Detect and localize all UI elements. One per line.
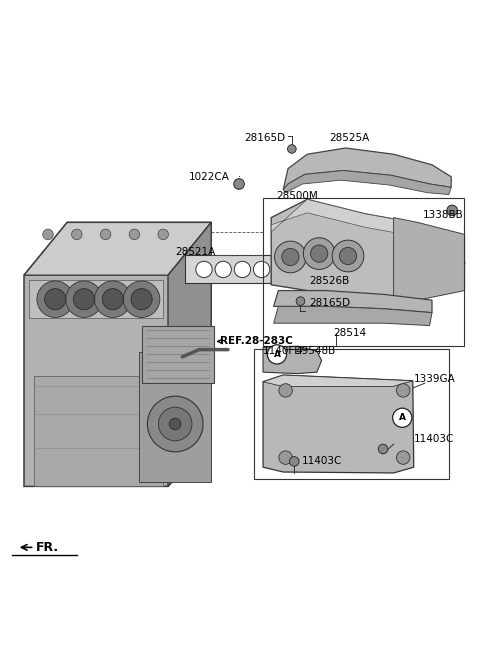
Text: 11403C: 11403C	[301, 457, 342, 466]
Text: FR.: FR.	[36, 541, 59, 554]
Bar	[263, 198, 464, 346]
Circle shape	[158, 229, 168, 239]
Circle shape	[282, 249, 299, 266]
Polygon shape	[24, 222, 211, 486]
Circle shape	[123, 281, 160, 318]
Circle shape	[447, 205, 457, 216]
Circle shape	[378, 444, 388, 454]
Circle shape	[339, 247, 357, 264]
Polygon shape	[34, 376, 163, 486]
Text: 1022CA: 1022CA	[189, 172, 229, 182]
Circle shape	[72, 229, 82, 239]
Text: 1140FD: 1140FD	[263, 346, 303, 356]
Polygon shape	[274, 306, 432, 325]
Circle shape	[275, 241, 306, 273]
Circle shape	[102, 289, 123, 310]
Text: 1338BB: 1338BB	[422, 210, 463, 220]
Polygon shape	[24, 222, 211, 276]
Circle shape	[129, 229, 140, 239]
Circle shape	[158, 407, 192, 441]
Circle shape	[234, 261, 251, 277]
Polygon shape	[271, 199, 465, 247]
Text: 28514: 28514	[334, 328, 367, 338]
Polygon shape	[271, 199, 465, 299]
Polygon shape	[263, 375, 414, 473]
Circle shape	[45, 289, 66, 310]
Polygon shape	[139, 352, 211, 482]
Circle shape	[279, 384, 292, 397]
Circle shape	[396, 451, 410, 464]
Circle shape	[37, 281, 73, 318]
Circle shape	[393, 408, 412, 427]
Circle shape	[131, 289, 152, 310]
Circle shape	[279, 451, 292, 464]
Circle shape	[311, 245, 328, 262]
Circle shape	[303, 237, 335, 270]
Circle shape	[66, 281, 102, 318]
Circle shape	[267, 345, 287, 364]
Text: 28165D: 28165D	[310, 298, 351, 308]
Circle shape	[169, 419, 181, 430]
Text: A: A	[274, 350, 280, 359]
Text: 11403C: 11403C	[414, 434, 454, 444]
Text: 28165D: 28165D	[244, 133, 286, 144]
Polygon shape	[274, 291, 432, 313]
Polygon shape	[142, 325, 214, 383]
Circle shape	[289, 457, 299, 466]
Polygon shape	[283, 148, 451, 190]
Circle shape	[253, 261, 270, 277]
Bar	[254, 348, 449, 479]
Text: 49548B: 49548B	[295, 346, 336, 356]
Text: 1339GA: 1339GA	[414, 375, 456, 384]
Polygon shape	[168, 222, 211, 486]
Polygon shape	[29, 280, 163, 318]
Circle shape	[43, 229, 53, 239]
Circle shape	[234, 178, 244, 190]
Circle shape	[95, 281, 131, 318]
Circle shape	[147, 396, 203, 452]
Text: 28521A: 28521A	[175, 247, 216, 257]
Circle shape	[73, 289, 95, 310]
Circle shape	[288, 144, 296, 154]
Circle shape	[332, 240, 364, 272]
Polygon shape	[185, 255, 271, 283]
Circle shape	[215, 261, 231, 277]
Text: 28500M: 28500M	[276, 191, 318, 201]
Polygon shape	[394, 218, 465, 300]
Text: 28525A: 28525A	[329, 133, 369, 144]
Text: A: A	[399, 413, 406, 422]
Circle shape	[396, 384, 410, 397]
Circle shape	[100, 229, 111, 239]
Text: REF.28-283C: REF.28-283C	[220, 337, 293, 346]
Polygon shape	[263, 375, 413, 386]
Polygon shape	[283, 171, 451, 195]
Polygon shape	[263, 346, 322, 374]
Circle shape	[196, 261, 212, 277]
Circle shape	[296, 297, 305, 306]
Text: 28526B: 28526B	[310, 276, 350, 286]
